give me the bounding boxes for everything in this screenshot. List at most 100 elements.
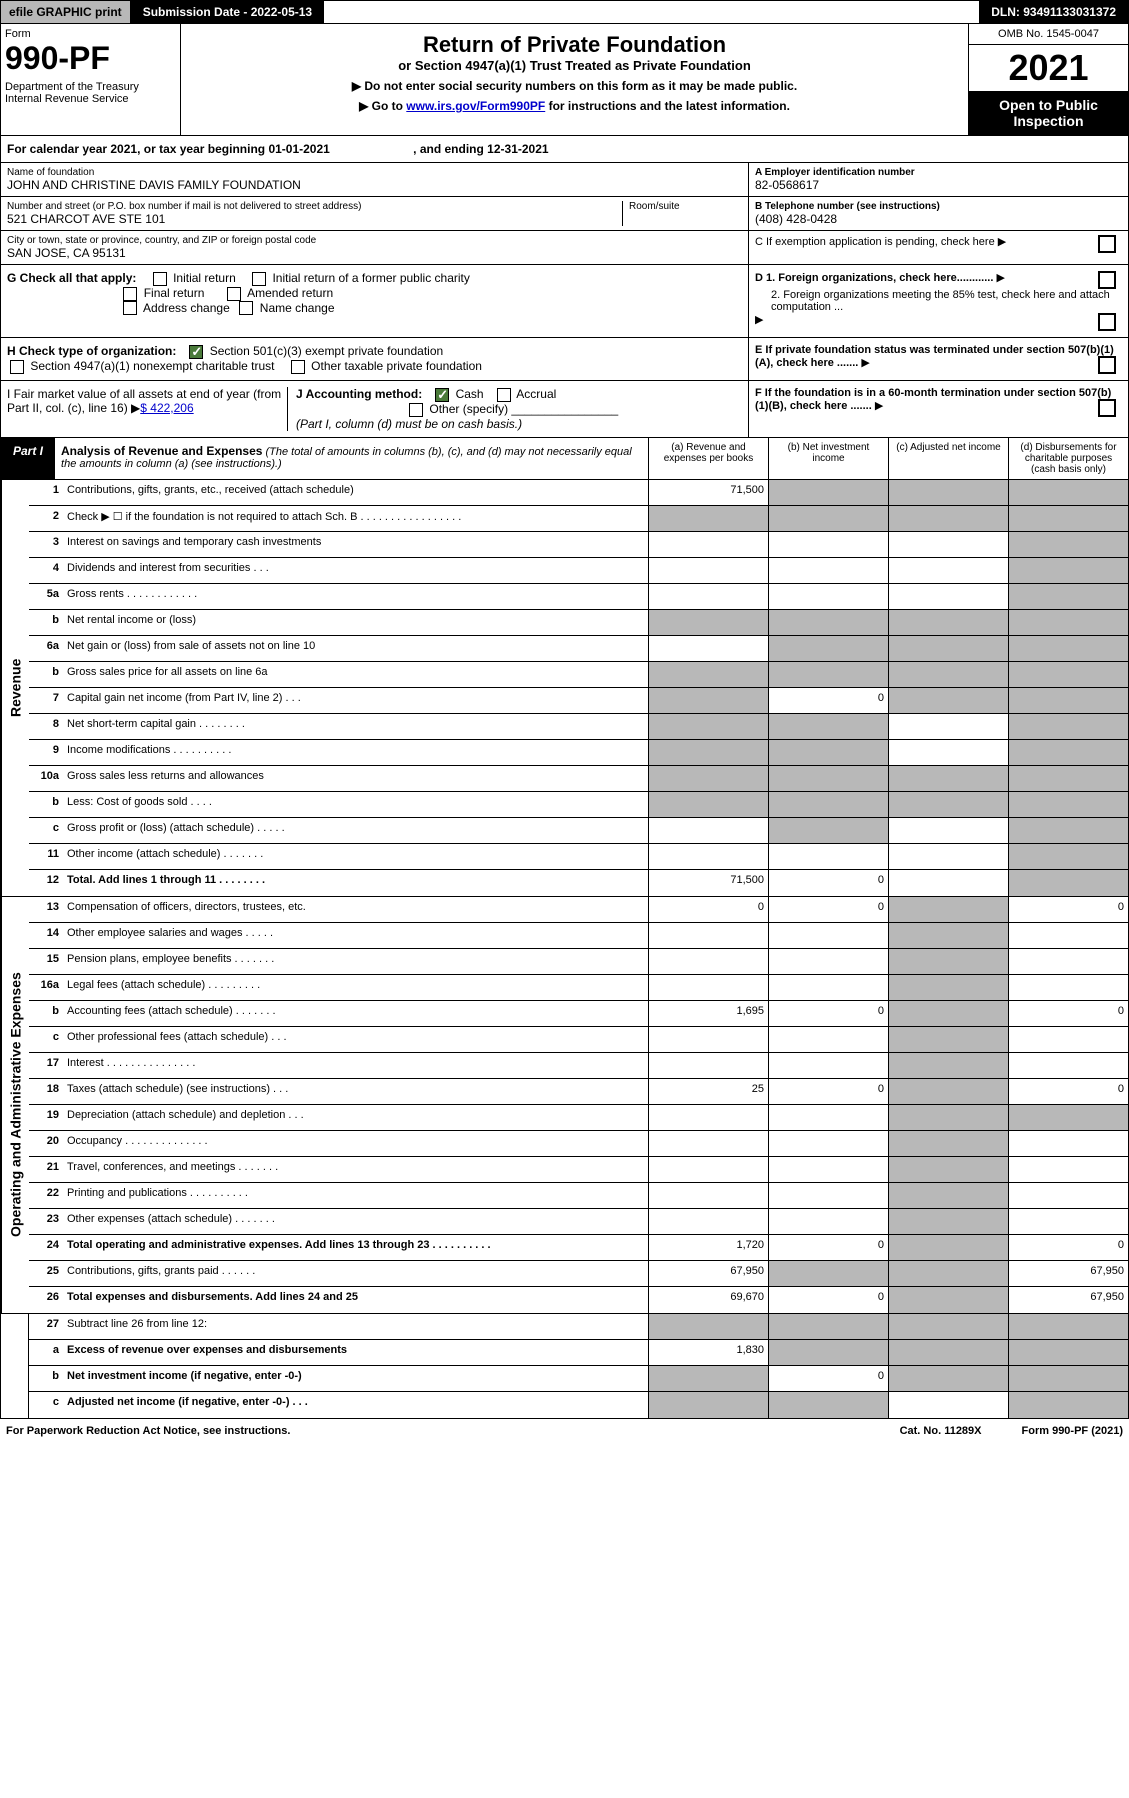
ein-value: 82-0568617 <box>755 178 1122 192</box>
form-note-1: ▶ Do not enter social security numbers o… <box>189 79 960 93</box>
e-label: E If private foundation status was termi… <box>755 344 1114 369</box>
line-13: Compensation of officers, directors, tru… <box>63 897 648 922</box>
j-accrual: Accrual <box>516 387 556 401</box>
g-name: Name change <box>260 301 335 315</box>
foundation-info: Name of foundation JOHN AND CHRISTINE DA… <box>0 163 1129 265</box>
tax-year: 2021 <box>969 45 1128 91</box>
checkbox-other-method[interactable] <box>409 403 423 417</box>
l13-d: 0 <box>1008 897 1128 922</box>
h-4947: Section 4947(a)(1) nonexempt charitable … <box>30 359 274 373</box>
form-header: Form 990-PF Department of the Treasury I… <box>0 24 1129 136</box>
line-12: Total. Add lines 1 through 11 . . . . . … <box>63 870 648 896</box>
line-10b: Less: Cost of goods sold . . . . <box>63 792 648 817</box>
line-11: Other income (attach schedule) . . . . .… <box>63 844 648 869</box>
checkbox-addr-change[interactable] <box>123 301 137 315</box>
line-24: Total operating and administrative expen… <box>63 1235 648 1260</box>
fmv-link[interactable]: $ 422,206 <box>140 401 193 415</box>
line-6b: Gross sales price for all assets on line… <box>63 662 648 687</box>
room-label: Room/suite <box>629 201 742 212</box>
h-label: H Check type of organization: <box>7 344 176 358</box>
j-note: (Part I, column (d) must be on cash basi… <box>296 417 522 431</box>
g-initial-former: Initial return of a former public charit… <box>272 271 469 285</box>
dept-text: Department of the Treasury Internal Reve… <box>5 81 176 105</box>
l27a-a: 1,830 <box>648 1340 768 1365</box>
line-27b: Net investment income (if negative, ente… <box>63 1366 648 1391</box>
form-subtitle: or Section 4947(a)(1) Trust Treated as P… <box>189 58 960 73</box>
form-label: Form <box>5 28 176 40</box>
expenses-table: Operating and Administrative Expenses 13… <box>0 897 1129 1314</box>
part-1-header: Part I Analysis of Revenue and Expenses … <box>0 438 1129 480</box>
checkbox-initial[interactable] <box>153 272 167 286</box>
l26-b: 0 <box>768 1287 888 1313</box>
part-1-label: Part I <box>1 438 55 479</box>
checkbox-amended[interactable] <box>227 287 241 301</box>
d1-label: D 1. Foreign organizations, check here..… <box>755 272 993 284</box>
checkbox-501c3[interactable] <box>189 345 203 359</box>
l16b-b: 0 <box>768 1001 888 1026</box>
line-27: Subtract line 26 from line 12: <box>63 1314 648 1339</box>
name-label: Name of foundation <box>7 167 742 178</box>
j-other: Other (specify) <box>429 402 508 416</box>
revenue-table: Revenue 1Contributions, gifts, grants, e… <box>0 480 1129 897</box>
line-15: Pension plans, employee benefits . . . .… <box>63 949 648 974</box>
checkbox-f[interactable] <box>1098 399 1116 417</box>
line-27a: Excess of revenue over expenses and disb… <box>63 1340 648 1365</box>
line-20: Occupancy . . . . . . . . . . . . . . <box>63 1131 648 1156</box>
l18-a: 25 <box>648 1079 768 1104</box>
line-16b: Accounting fees (attach schedule) . . . … <box>63 1001 648 1026</box>
h-501: Section 501(c)(3) exempt private foundat… <box>210 344 443 358</box>
checkbox-initial-former[interactable] <box>252 272 266 286</box>
j-label: J Accounting method: <box>296 387 422 401</box>
col-c-header: (c) Adjusted net income <box>888 438 1008 479</box>
checkbox-4947[interactable] <box>10 360 24 374</box>
l27b-b: 0 <box>768 1366 888 1391</box>
line-4: Dividends and interest from securities .… <box>63 558 648 583</box>
checkbox-c[interactable] <box>1098 235 1116 253</box>
l12-a: 71,500 <box>648 870 768 896</box>
line-5a: Gross rents . . . . . . . . . . . . <box>63 584 648 609</box>
l25-a: 67,950 <box>648 1261 768 1286</box>
l24-a: 1,720 <box>648 1235 768 1260</box>
checkbox-accrual[interactable] <box>497 388 511 402</box>
opex-side-label: Operating and Administrative Expenses <box>1 897 29 1313</box>
omb-number: OMB No. 1545-0047 <box>969 24 1128 45</box>
checkbox-d2[interactable] <box>1098 313 1116 331</box>
line-8: Net short-term capital gain . . . . . . … <box>63 714 648 739</box>
j-cash: Cash <box>456 387 484 401</box>
line-22: Printing and publications . . . . . . . … <box>63 1183 648 1208</box>
part-1-title: Analysis of Revenue and Expenses <box>61 444 262 458</box>
page-footer: For Paperwork Reduction Act Notice, see … <box>0 1419 1129 1443</box>
efile-print-button[interactable]: efile GRAPHIC print <box>1 1 131 23</box>
l18-b: 0 <box>768 1079 888 1104</box>
l16b-d: 0 <box>1008 1001 1128 1026</box>
checkbox-other-tax[interactable] <box>291 360 305 374</box>
line-25: Contributions, gifts, grants paid . . . … <box>63 1261 648 1286</box>
line-23: Other expenses (attach schedule) . . . .… <box>63 1209 648 1234</box>
checkbox-cash[interactable] <box>435 388 449 402</box>
line-3: Interest on savings and temporary cash i… <box>63 532 648 557</box>
checkbox-e[interactable] <box>1098 356 1116 374</box>
form-title: Return of Private Foundation <box>189 32 960 58</box>
c-label: C If exemption application is pending, c… <box>755 236 995 248</box>
line-19: Depreciation (attach schedule) and deple… <box>63 1105 648 1130</box>
phone-label: B Telephone number (see instructions) <box>755 201 1122 212</box>
line-16c: Other professional fees (attach schedule… <box>63 1027 648 1052</box>
l24-b: 0 <box>768 1235 888 1260</box>
col-a-header: (a) Revenue and expenses per books <box>648 438 768 479</box>
checkbox-name-change[interactable] <box>239 301 253 315</box>
checkbox-d1[interactable] <box>1098 271 1116 289</box>
ein-label: A Employer identification number <box>755 167 1122 178</box>
top-bar: efile GRAPHIC print Submission Date - 20… <box>0 0 1129 24</box>
l13-a: 0 <box>648 897 768 922</box>
submission-date: Submission Date - 2022-05-13 <box>131 1 324 23</box>
d2-label: 2. Foreign organizations meeting the 85%… <box>771 289 1122 313</box>
line-7: Capital gain net income (from Part IV, l… <box>63 688 648 713</box>
phone-value: (408) 428-0428 <box>755 212 1122 226</box>
checkbox-final[interactable] <box>123 287 137 301</box>
line-16a: Legal fees (attach schedule) . . . . . .… <box>63 975 648 1000</box>
line-18: Taxes (attach schedule) (see instruction… <box>63 1079 648 1104</box>
irs-link[interactable]: www.irs.gov/Form990PF <box>406 99 545 113</box>
line-2: Check ▶ ☐ if the foundation is not requi… <box>63 506 648 531</box>
summary-table: 27Subtract line 26 from line 12: aExcess… <box>0 1314 1129 1419</box>
footer-left: For Paperwork Reduction Act Notice, see … <box>6 1425 290 1437</box>
